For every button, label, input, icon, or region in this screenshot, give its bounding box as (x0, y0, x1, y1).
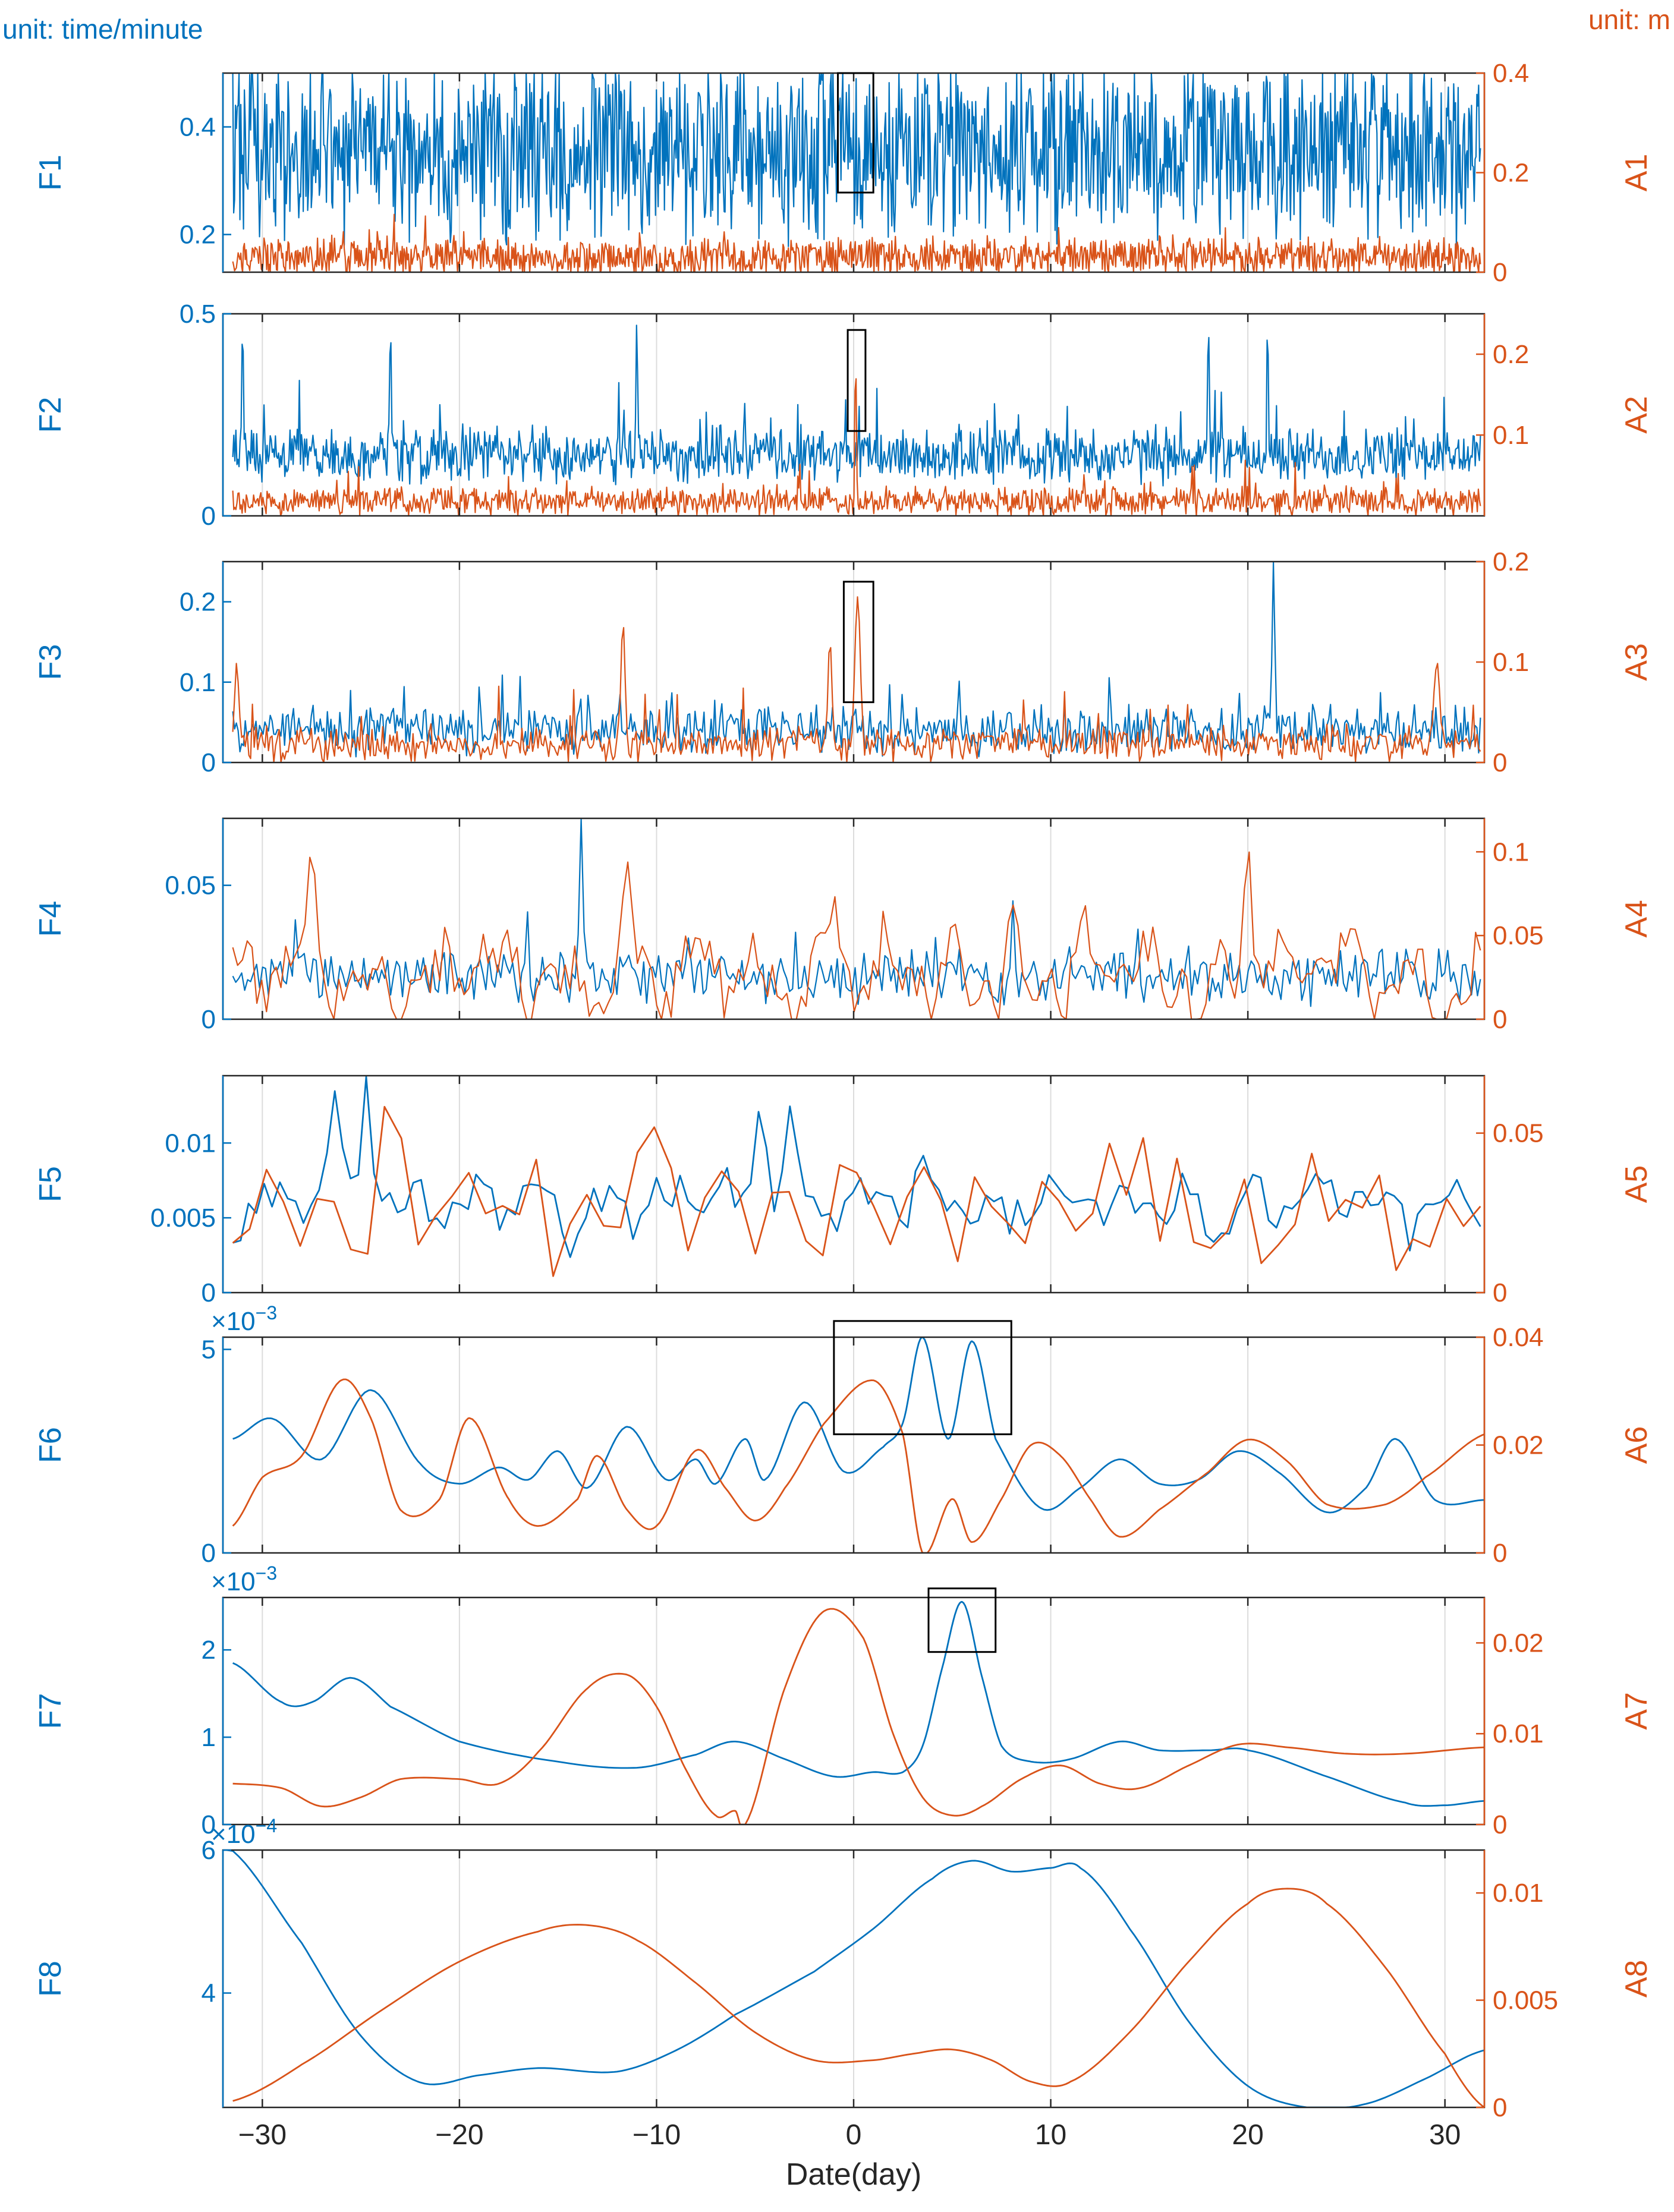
right-axis-label: A6 (1619, 1426, 1654, 1464)
series-line-A6 (232, 1378, 1484, 1553)
right-axis-label: A2 (1619, 396, 1654, 434)
left-tick-label: 0.2 (180, 588, 216, 617)
panel-p5 (222, 1075, 1486, 1294)
right-tick-label: 0.04 (1493, 1323, 1544, 1352)
panel-p1 (222, 72, 1486, 273)
series-line-F3 (232, 562, 1481, 758)
panel-p6 (222, 1320, 1486, 1554)
left-axis-exponent: ×10−3 (211, 1562, 277, 1596)
x-axis-label: Date(day) (786, 2157, 921, 2192)
right-tick-label: 0 (1493, 258, 1507, 287)
highlight-box (927, 1587, 997, 1653)
right-tick-label: 0.2 (1493, 340, 1529, 369)
left-axis-label: F6 (33, 1427, 68, 1463)
highlight-box (833, 1320, 1012, 1435)
left-tick-label: 0 (202, 502, 216, 531)
left-axis-label: F4 (33, 901, 68, 937)
right-tick-label: 0.1 (1493, 837, 1529, 866)
highlight-box (836, 72, 874, 194)
right-axis-label: A1 (1619, 154, 1654, 192)
left-tick-label: 0.4 (180, 113, 216, 142)
left-tick-label: 5 (202, 1335, 216, 1365)
series-line-F8 (226, 1850, 1484, 2107)
right-tick-label: 0 (1493, 748, 1507, 777)
right-axis-label: A4 (1619, 900, 1654, 938)
x-tick-label: −10 (633, 2119, 681, 2151)
series-line-A2 (232, 378, 1481, 516)
series-line-F6 (232, 1337, 1484, 1514)
left-tick-label: 0 (202, 1278, 216, 1307)
right-tick-label: 0.01 (1493, 1719, 1544, 1748)
left-tick-label: 0 (202, 1539, 216, 1568)
left-axis-exponent: ×10−4 (211, 1815, 277, 1849)
highlight-box (842, 581, 874, 704)
left-axis-label: F7 (33, 1693, 68, 1729)
right-unit-label: unit: m (1588, 4, 1670, 35)
panel-p8 (222, 1849, 1486, 2109)
left-tick-label: 0.5 (180, 300, 216, 329)
series-line-A5 (232, 1105, 1481, 1277)
series-line-A3 (232, 596, 1481, 762)
right-tick-label: 0.05 (1493, 921, 1544, 950)
left-axis-label: F2 (33, 397, 68, 433)
series-line-F1 (232, 73, 1481, 253)
left-tick-label: 0.01 (165, 1129, 216, 1158)
right-tick-label: 0.2 (1493, 159, 1529, 188)
x-tick-label: 30 (1429, 2119, 1461, 2151)
x-tick-label: −20 (435, 2119, 483, 2151)
x-tick-label: −30 (238, 2119, 287, 2151)
highlight-box (847, 329, 867, 432)
right-tick-label: 0 (1493, 1810, 1507, 1839)
left-tick-label: 1 (202, 1723, 216, 1752)
left-axis-exponent: ×10−3 (211, 1302, 277, 1336)
right-axis-label: A7 (1619, 1692, 1654, 1730)
right-tick-label: 0 (1493, 1005, 1507, 1034)
left-tick-label: 6 (202, 1836, 216, 1865)
left-axis-label: F8 (33, 1961, 68, 1997)
series-line-A1 (232, 213, 1481, 272)
series-line-A8 (232, 1888, 1484, 2107)
right-tick-label: 0.005 (1493, 1986, 1558, 2015)
left-tick-label: 0 (202, 1810, 216, 1839)
left-tick-label: 0.2 (180, 220, 216, 250)
right-tick-label: 0.1 (1493, 421, 1529, 450)
right-tick-label: 0.02 (1493, 1628, 1544, 1658)
panel-p4 (222, 817, 1486, 1020)
x-tick-label: 20 (1232, 2119, 1263, 2151)
x-tick-label: 10 (1035, 2119, 1066, 2151)
left-tick-label: 0 (202, 1005, 216, 1034)
right-tick-label: 0.02 (1493, 1431, 1544, 1460)
right-tick-label: 0 (1493, 2093, 1507, 2122)
right-tick-label: 0.2 (1493, 547, 1529, 576)
left-axis-label: F1 (33, 155, 68, 191)
right-axis-label: A5 (1619, 1165, 1654, 1203)
left-axis-label: F3 (33, 644, 68, 680)
right-tick-label: 0 (1493, 1539, 1507, 1568)
right-axis-label: A8 (1619, 1960, 1654, 1998)
left-tick-label: 0.005 (150, 1203, 216, 1233)
panel-p3 (222, 560, 1486, 764)
panel-p2 (222, 313, 1486, 517)
x-tick-label: 0 (846, 2119, 862, 2151)
right-tick-label: 0.1 (1493, 648, 1529, 677)
left-tick-label: 0 (202, 748, 216, 777)
left-tick-label: 0.1 (180, 668, 216, 697)
right-tick-label: 0 (1493, 1278, 1507, 1307)
left-axis-label: F5 (33, 1166, 68, 1202)
left-tick-label: 2 (202, 1636, 216, 1665)
panel-p7 (222, 1587, 1486, 1826)
series-line-F4 (232, 818, 1481, 1007)
right-tick-label: 0.01 (1493, 1879, 1544, 1908)
series-line-A4 (232, 851, 1481, 1019)
left-tick-label: 4 (202, 1979, 216, 2008)
right-tick-label: 0.4 (1493, 59, 1529, 88)
series-line-F5 (232, 1076, 1481, 1258)
left-tick-label: 0.05 (165, 871, 216, 900)
series-line-A7 (232, 1608, 1484, 1825)
right-axis-label: A3 (1619, 643, 1654, 681)
right-tick-label: 0.05 (1493, 1119, 1544, 1148)
left-unit-label: unit: time/minute (2, 14, 203, 45)
